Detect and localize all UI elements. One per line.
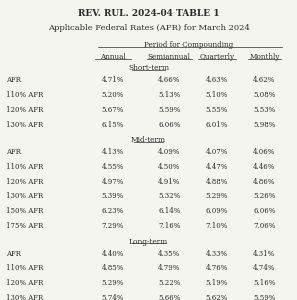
Text: 5.59%: 5.59% — [158, 106, 181, 114]
Text: 4.88%: 4.88% — [206, 178, 228, 186]
Text: 120% AFR: 120% AFR — [6, 106, 43, 114]
Text: 7.29%: 7.29% — [102, 222, 124, 230]
Text: 5.29%: 5.29% — [102, 279, 124, 287]
Text: 4.06%: 4.06% — [253, 148, 276, 156]
Text: 4.07%: 4.07% — [206, 148, 228, 156]
Text: 7.10%: 7.10% — [206, 222, 228, 230]
Text: 110% AFR: 110% AFR — [6, 163, 43, 171]
Text: 6.06%: 6.06% — [253, 207, 276, 215]
Text: 4.86%: 4.86% — [253, 178, 276, 186]
Text: 130% AFR: 130% AFR — [6, 121, 43, 129]
Text: 5.53%: 5.53% — [253, 106, 275, 114]
Text: 6.01%: 6.01% — [206, 121, 228, 129]
Text: 4.71%: 4.71% — [102, 76, 124, 84]
Text: 4.33%: 4.33% — [206, 250, 228, 258]
Text: 4.66%: 4.66% — [158, 76, 181, 84]
Text: Annual: Annual — [100, 52, 126, 61]
Text: 4.31%: 4.31% — [253, 250, 275, 258]
Text: 4.46%: 4.46% — [253, 163, 276, 171]
Text: 5.29%: 5.29% — [206, 193, 228, 200]
Text: 130% AFR: 130% AFR — [6, 294, 43, 300]
Text: 4.85%: 4.85% — [102, 264, 124, 272]
Text: 130% AFR: 130% AFR — [6, 193, 43, 200]
Text: 6.09%: 6.09% — [206, 207, 228, 215]
Text: 4.13%: 4.13% — [102, 148, 124, 156]
Text: 4.79%: 4.79% — [158, 264, 181, 272]
Text: 4.55%: 4.55% — [102, 163, 124, 171]
Text: 110% AFR: 110% AFR — [6, 264, 43, 272]
Text: 5.22%: 5.22% — [158, 279, 181, 287]
Text: 4.76%: 4.76% — [206, 264, 228, 272]
Text: 4.74%: 4.74% — [253, 264, 276, 272]
Text: Semiannual: Semiannual — [148, 52, 191, 61]
Text: 5.67%: 5.67% — [102, 106, 124, 114]
Text: Quarterly: Quarterly — [199, 52, 234, 61]
Text: 4.91%: 4.91% — [158, 178, 181, 186]
Text: Long-term: Long-term — [129, 238, 168, 246]
Text: 6.23%: 6.23% — [102, 207, 124, 215]
Text: 120% AFR: 120% AFR — [6, 279, 43, 287]
Text: 4.62%: 4.62% — [253, 76, 276, 84]
Text: Applicable Federal Rates (AFR) for March 2024: Applicable Federal Rates (AFR) for March… — [48, 24, 249, 32]
Text: AFR: AFR — [6, 76, 21, 84]
Text: 4.40%: 4.40% — [102, 250, 124, 258]
Text: 5.26%: 5.26% — [253, 193, 276, 200]
Text: 120% AFR: 120% AFR — [6, 178, 43, 186]
Text: 6.06%: 6.06% — [158, 121, 181, 129]
Text: 5.10%: 5.10% — [206, 91, 228, 99]
Text: 5.39%: 5.39% — [102, 193, 124, 200]
Text: 5.20%: 5.20% — [102, 91, 124, 99]
Text: 5.32%: 5.32% — [158, 193, 180, 200]
Text: 4.09%: 4.09% — [158, 148, 181, 156]
Text: 5.98%: 5.98% — [253, 121, 276, 129]
Text: Period for Compounding: Period for Compounding — [144, 41, 233, 49]
Text: 5.13%: 5.13% — [158, 91, 180, 99]
Text: 5.62%: 5.62% — [206, 294, 228, 300]
Text: 150% AFR: 150% AFR — [6, 207, 43, 215]
Text: 5.19%: 5.19% — [206, 279, 228, 287]
Text: 6.14%: 6.14% — [158, 207, 181, 215]
Text: 4.97%: 4.97% — [102, 178, 124, 186]
Text: 175% AFR: 175% AFR — [6, 222, 43, 230]
Text: 6.15%: 6.15% — [102, 121, 124, 129]
Text: AFR: AFR — [6, 250, 21, 258]
Text: 5.66%: 5.66% — [158, 294, 181, 300]
Text: REV. RUL. 2024-04 TABLE 1: REV. RUL. 2024-04 TABLE 1 — [78, 8, 219, 17]
Text: Mid-term: Mid-term — [131, 136, 166, 144]
Text: 4.63%: 4.63% — [206, 76, 228, 84]
Text: Monthly: Monthly — [249, 52, 279, 61]
Text: 7.06%: 7.06% — [253, 222, 276, 230]
Text: 4.50%: 4.50% — [158, 163, 181, 171]
Text: AFR: AFR — [6, 148, 21, 156]
Text: 4.35%: 4.35% — [158, 250, 180, 258]
Text: 5.59%: 5.59% — [253, 294, 276, 300]
Text: 110% AFR: 110% AFR — [6, 91, 43, 99]
Text: 5.74%: 5.74% — [102, 294, 124, 300]
Text: 5.08%: 5.08% — [253, 91, 276, 99]
Text: 5.55%: 5.55% — [206, 106, 228, 114]
Text: 4.47%: 4.47% — [206, 163, 228, 171]
Text: 7.16%: 7.16% — [158, 222, 181, 230]
Text: Short-term: Short-term — [128, 64, 169, 72]
Text: 5.16%: 5.16% — [253, 279, 276, 287]
